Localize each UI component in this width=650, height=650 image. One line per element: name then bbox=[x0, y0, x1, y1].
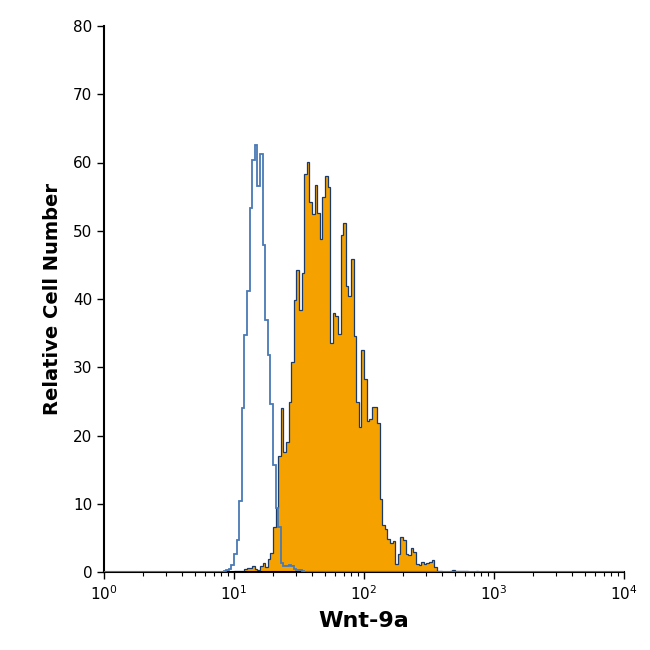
X-axis label: Wnt-9a: Wnt-9a bbox=[318, 611, 410, 631]
Y-axis label: Relative Cell Number: Relative Cell Number bbox=[43, 183, 62, 415]
